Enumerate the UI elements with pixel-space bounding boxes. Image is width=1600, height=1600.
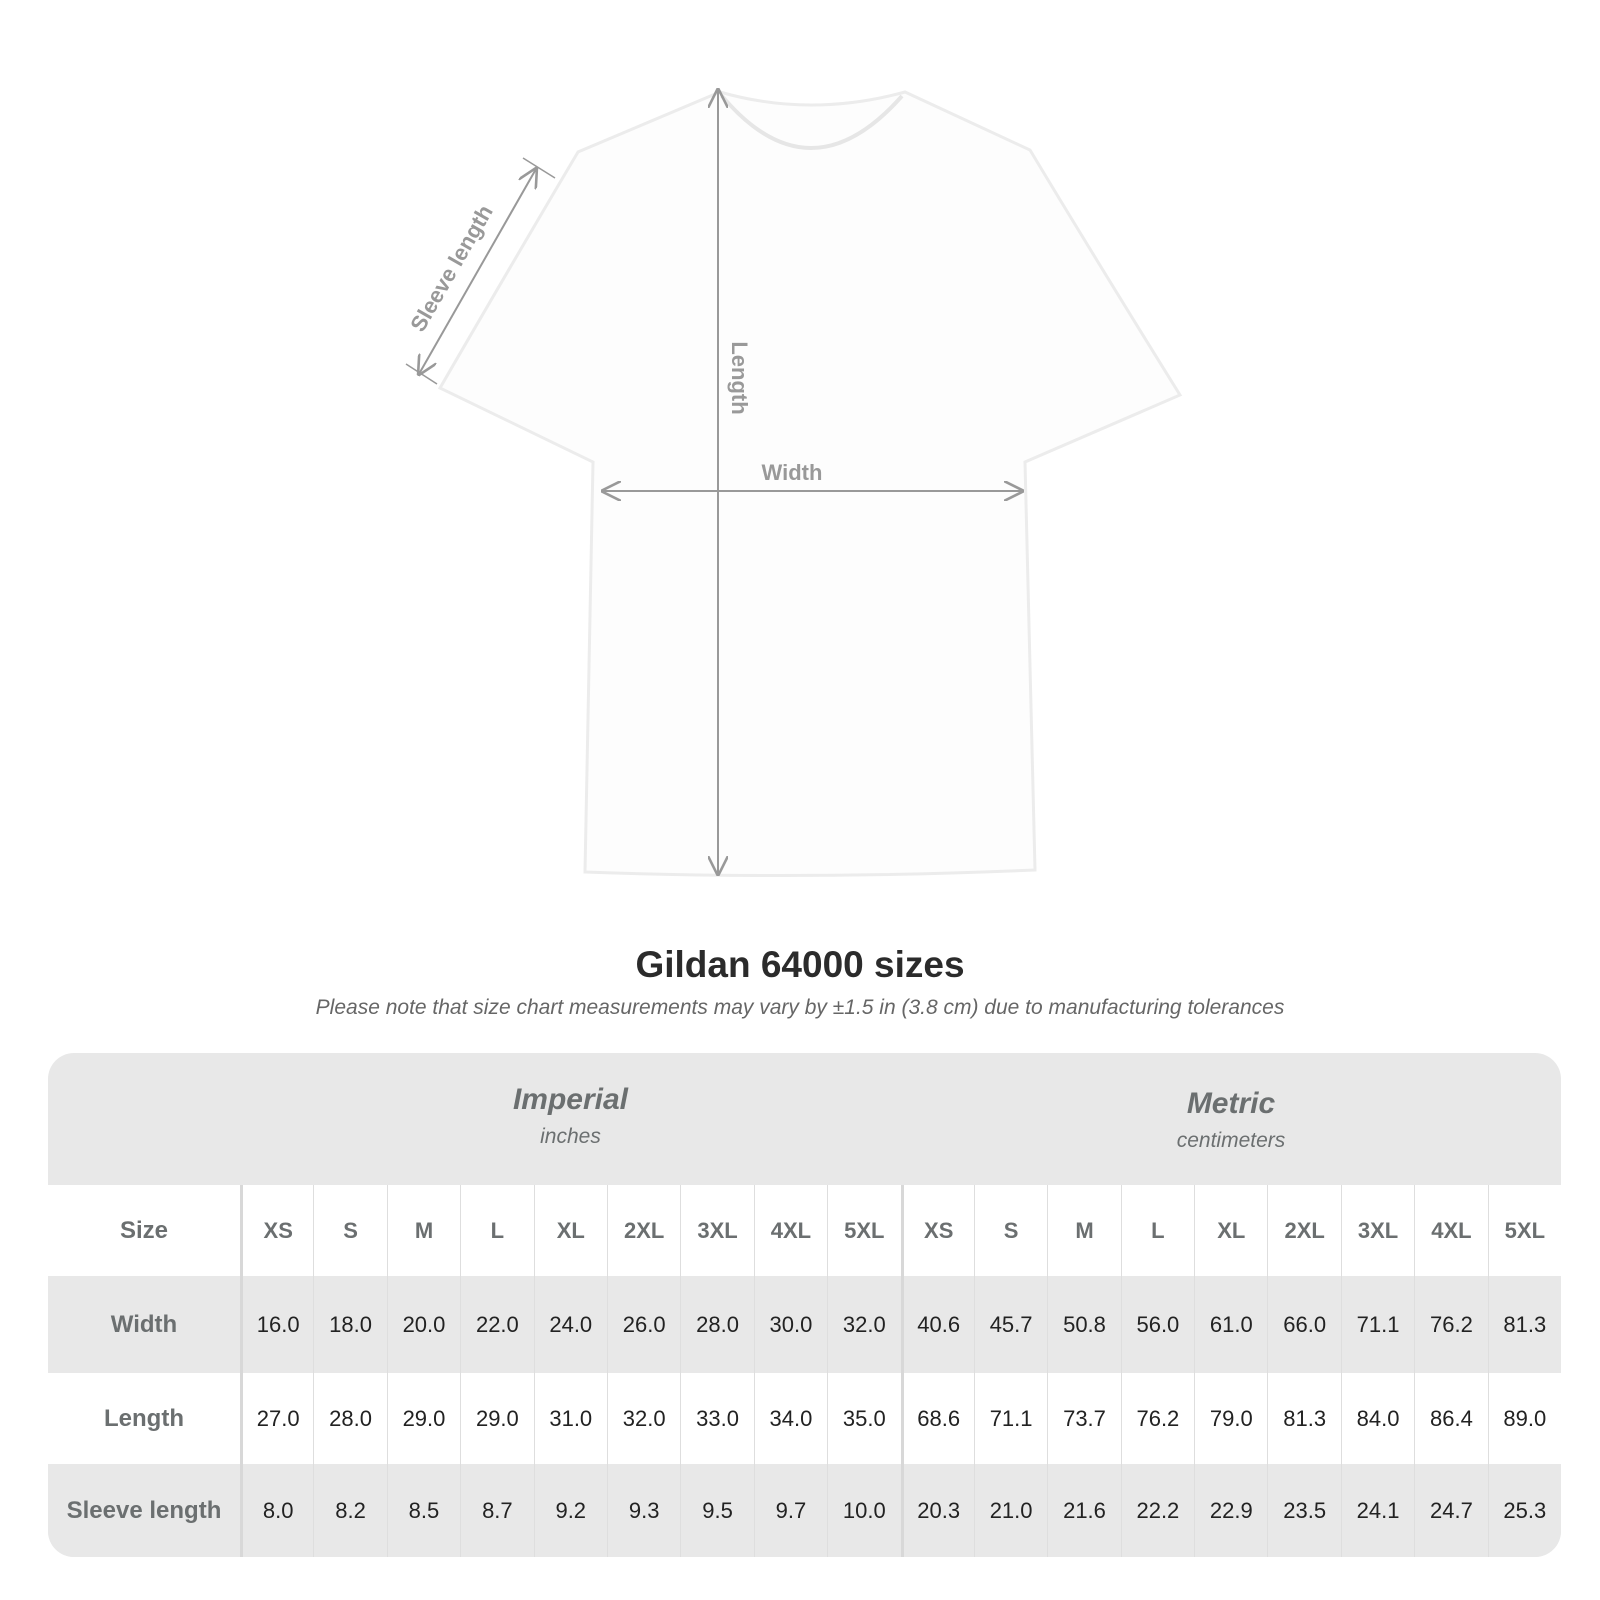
size-header-row: Size XS S M L XL 2XL 3XL 4XL 5XL XS S M L XL 2XL 3XL 4XL 5… <box>48 1185 1561 1276</box>
metric-cell: 24.7 <box>1414 1464 1487 1557</box>
imperial-cell: S <box>313 1185 386 1276</box>
imperial-cell: 8.7 <box>460 1464 533 1557</box>
imperial-cell: 26.0 <box>606 1276 680 1373</box>
metric-cell: 22.9 <box>1194 1464 1267 1557</box>
imperial-cell: 34.0 <box>753 1373 827 1464</box>
metric-cell: XS <box>900 1185 974 1276</box>
row-label: Length <box>104 1404 184 1432</box>
imperial-title: Imperial <box>512 1083 629 1116</box>
metric-cell: 22.2 <box>1120 1464 1194 1557</box>
imperial-cell: 9.2 <box>533 1464 607 1557</box>
metric-cell: 2XL <box>1267 1185 1340 1276</box>
imperial-cell: 8.0 <box>240 1464 313 1557</box>
metric-cell: 81.3 <box>1487 1276 1561 1373</box>
imperial-cell: 31.0 <box>533 1373 607 1464</box>
metric-cell: 21.6 <box>1047 1464 1120 1557</box>
metric-cell: 73.7 <box>1047 1373 1120 1464</box>
size-chart-table: Imperial inches Metric centimeters Size X… <box>48 1053 1561 1557</box>
imperial-cell: 28.0 <box>313 1373 386 1464</box>
imperial-cell: 9.7 <box>753 1464 827 1557</box>
row-label: Width <box>110 1310 178 1338</box>
imperial-cell: 24.0 <box>533 1276 607 1373</box>
width-label: Width <box>762 460 823 485</box>
row-label: Size <box>119 1216 169 1244</box>
table-row: Width 16.0 18.0 20.0 22.0 24.0 26.0 28.0 30.0 32.… <box>48 1276 1561 1373</box>
metric-cell: M <box>1047 1185 1120 1276</box>
imperial-cell: 5XL <box>827 1185 900 1276</box>
metric-cell: 20.3 <box>900 1464 974 1557</box>
imperial-cell: XS <box>240 1185 313 1276</box>
metric-cell: L <box>1120 1185 1194 1276</box>
metric-cell: 21.0 <box>973 1464 1047 1557</box>
imperial-cell: 32.0 <box>827 1276 900 1373</box>
metric-cell: 71.1 <box>973 1373 1047 1464</box>
sleeve-measure-line <box>419 169 536 374</box>
imperial-cell: XL <box>533 1185 607 1276</box>
metric-cell: 61.0 <box>1194 1276 1267 1373</box>
imperial-cell: 29.0 <box>460 1373 533 1464</box>
imperial-cell: 16.0 <box>240 1276 313 1373</box>
tshirt-diagram: Sleeve length Length Width <box>405 0 1183 878</box>
metric-cell: 24.1 <box>1340 1464 1414 1557</box>
metric-cell: S <box>973 1185 1047 1276</box>
imperial-cell: 9.3 <box>606 1464 680 1557</box>
metric-cell: 50.8 <box>1047 1276 1120 1373</box>
metric-cell: 84.0 <box>1340 1373 1414 1464</box>
metric-cell: 86.4 <box>1414 1373 1487 1464</box>
imperial-header: Imperial inches <box>240 1053 901 1185</box>
length-label: Length <box>727 341 752 414</box>
metric-cell: 5XL <box>1487 1185 1561 1276</box>
imperial-cell: 27.0 <box>240 1373 313 1464</box>
metric-cell: 23.5 <box>1267 1464 1340 1557</box>
imperial-cell: 20.0 <box>386 1276 460 1373</box>
metric-cell: 3XL <box>1340 1185 1414 1276</box>
imperial-cell: 10.0 <box>827 1464 900 1557</box>
table-row: Sleeve length 8.0 8.2 8.5 8.7 9.2 9.3 9.5 9.7 10.… <box>48 1464 1561 1557</box>
metric-cell: 56.0 <box>1120 1276 1194 1373</box>
metric-cell: 66.0 <box>1267 1276 1340 1373</box>
tolerance-note: Please note that size chart measurements… <box>315 996 1285 1019</box>
imperial-cell: 22.0 <box>460 1276 533 1373</box>
table-row: Length 27.0 28.0 29.0 29.0 31.0 32.0 33.0 34.0 35… <box>48 1373 1561 1464</box>
imperial-cell: 8.2 <box>313 1464 386 1557</box>
imperial-cell: 28.0 <box>680 1276 753 1373</box>
metric-title: Metric <box>1186 1087 1276 1120</box>
imperial-cell: 33.0 <box>680 1373 753 1464</box>
metric-cell: 76.2 <box>1414 1276 1487 1373</box>
imperial-cell: 2XL <box>606 1185 680 1276</box>
metric-cell: 25.3 <box>1487 1464 1561 1557</box>
metric-unit: centimeters <box>1176 1129 1286 1152</box>
metric-cell: 79.0 <box>1194 1373 1267 1464</box>
metric-cell: 4XL <box>1414 1185 1487 1276</box>
metric-cell: 45.7 <box>973 1276 1047 1373</box>
metric-cell: 89.0 <box>1487 1373 1561 1464</box>
metric-cell: 71.1 <box>1340 1276 1414 1373</box>
metric-cell: XL <box>1194 1185 1267 1276</box>
row-label: Sleeve length <box>66 1496 222 1524</box>
imperial-cell: 30.0 <box>753 1276 827 1373</box>
imperial-cell: 35.0 <box>827 1373 900 1464</box>
imperial-cell: 32.0 <box>606 1373 680 1464</box>
metric-cell: 68.6 <box>900 1373 974 1464</box>
imperial-cell: 4XL <box>753 1185 827 1276</box>
metric-header: Metric centimeters <box>901 1053 1561 1185</box>
metric-cell: 81.3 <box>1267 1373 1340 1464</box>
imperial-cell: 3XL <box>680 1185 753 1276</box>
imperial-cell: M <box>386 1185 460 1276</box>
page-title: Gildan 64000 sizes <box>635 944 965 985</box>
imperial-cell: 9.5 <box>680 1464 753 1557</box>
tshirt-collar <box>720 94 904 150</box>
imperial-unit: inches <box>540 1125 601 1148</box>
imperial-cell: 29.0 <box>386 1373 460 1464</box>
metric-cell: 40.6 <box>900 1276 974 1373</box>
metric-cell: 76.2 <box>1120 1373 1194 1464</box>
imperial-cell: 18.0 <box>313 1276 386 1373</box>
imperial-cell: L <box>460 1185 533 1276</box>
imperial-cell: 8.5 <box>386 1464 460 1557</box>
